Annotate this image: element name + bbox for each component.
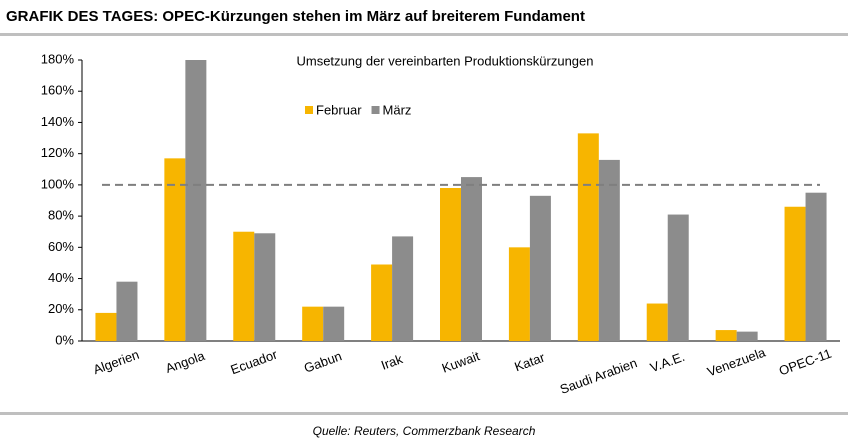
bar (598, 159, 620, 341)
x-tick-label: Venezuela (705, 344, 768, 379)
bar (95, 312, 117, 341)
bar (440, 188, 461, 341)
bar (302, 306, 324, 341)
bar (461, 177, 482, 341)
y-tick-label: 100% (41, 176, 75, 191)
y-tick-label: 20% (48, 301, 74, 316)
bar (577, 133, 599, 341)
x-tick-label: Gabun (302, 348, 344, 375)
title-rule (0, 33, 848, 36)
bar (392, 236, 414, 341)
bar (736, 331, 758, 341)
bar (233, 231, 255, 341)
chart-subtitle: Umsetzung der vereinbarten Produktionskü… (296, 53, 593, 68)
y-tick-label: 80% (48, 208, 74, 223)
y-tick-label: 180% (41, 51, 75, 66)
bar (529, 195, 551, 341)
legend-swatch (305, 106, 313, 114)
bar (715, 330, 737, 341)
source: Quelle: Reuters, Commerzbank Research (313, 424, 536, 438)
x-tick-label: Ecuador (229, 346, 280, 377)
bar (116, 281, 138, 341)
y-tick-label: 120% (41, 145, 75, 160)
y-tick-label: 160% (41, 83, 75, 98)
x-tick-label: Katar (512, 349, 547, 374)
bar (646, 303, 668, 341)
legend-label: März (383, 102, 412, 117)
x-tick-label: OPEC-11 (777, 346, 834, 379)
bar (371, 264, 393, 341)
x-tick-label: Kuwait (440, 348, 482, 376)
x-tick-label: Saudi Arabien (558, 355, 639, 397)
bar (164, 158, 186, 341)
x-tick-label: Algerien (91, 347, 141, 377)
y-tick-label: 140% (41, 114, 75, 129)
chart-title: GRAFIK DES TAGES: OPEC-Kürzungen stehen … (6, 8, 585, 25)
y-tick-label: 40% (48, 270, 74, 285)
legend-swatch (371, 106, 380, 114)
legend-label: Februar (316, 102, 362, 117)
bar (323, 306, 345, 341)
y-tick-label: 0% (55, 332, 74, 347)
bar (508, 247, 530, 341)
bar (667, 214, 689, 341)
x-tick-label: V.A.E. (648, 349, 687, 375)
bar (185, 60, 207, 341)
y-tick-label: 60% (48, 239, 74, 254)
bar (784, 206, 806, 341)
x-tick-label: Irak (379, 351, 405, 373)
x-tick-label: Angola (163, 348, 207, 376)
bar (254, 233, 276, 341)
bar (805, 192, 827, 341)
source-rule (0, 412, 848, 415)
